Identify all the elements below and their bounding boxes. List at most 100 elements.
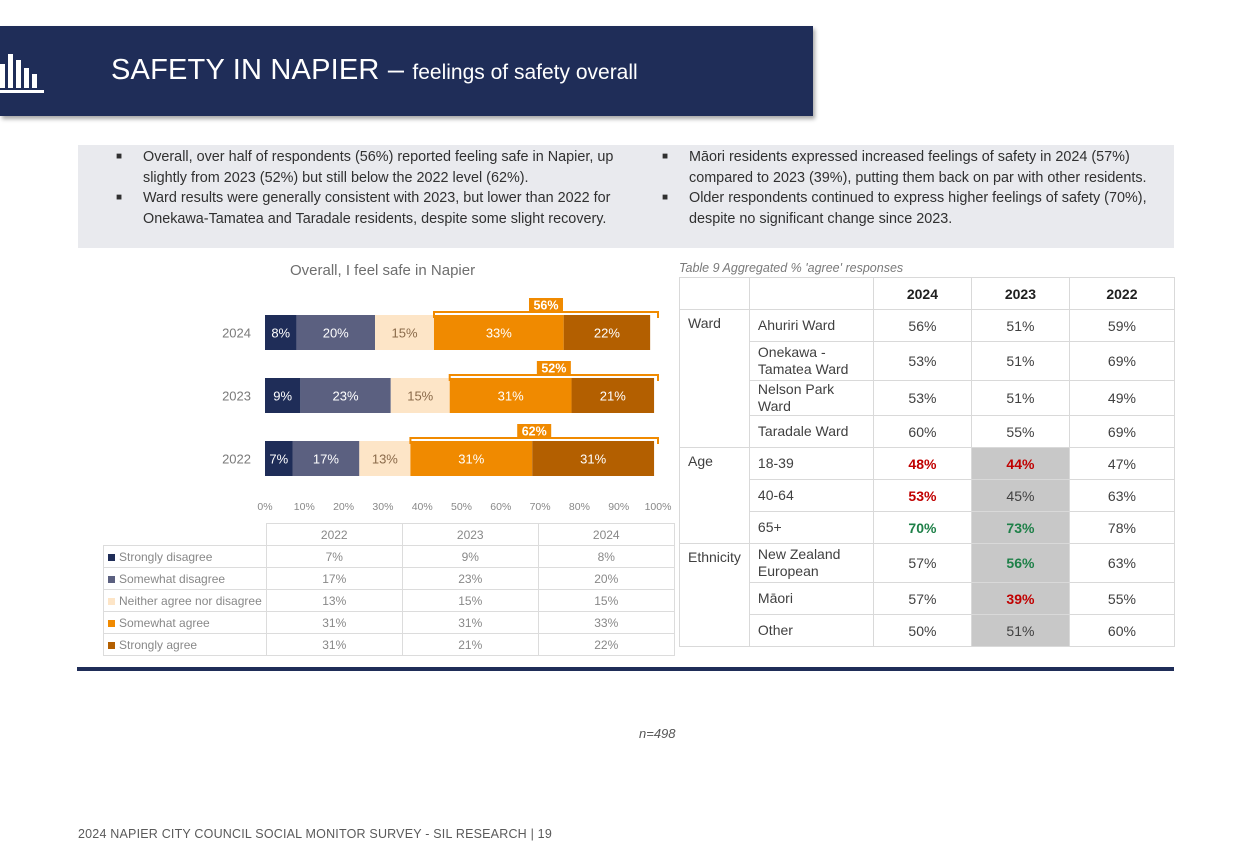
agree-value-cell: 50% <box>872 614 972 647</box>
agree-value: 53% <box>908 487 937 504</box>
agree-value: 69% <box>1107 423 1136 440</box>
table-caption: Table 9 Aggregated % 'agree' responses <box>679 261 904 275</box>
agree-value: 48% <box>908 455 937 472</box>
agree-value-cell: 60% <box>872 415 972 448</box>
agree-value-cell: 56% <box>970 543 1070 583</box>
summary-right: ■ Māori residents expressed increased fee… <box>658 147 1168 229</box>
agree-table-row: Ward Ahuriri Ward 56% 51% 59% <box>679 309 1175 448</box>
bar-value-label: 31% <box>458 452 484 467</box>
agree-value: 47% <box>1107 455 1136 472</box>
agree-table-row: 40-64 53% 45% 63% <box>680 479 1175 512</box>
agree-value: 51% <box>1006 390 1035 406</box>
legend-label: Strongly disagree <box>119 549 213 564</box>
agree-table-year: 2023 <box>970 277 1070 310</box>
agree-total-label: 62% <box>522 425 547 439</box>
x-tick-label: 30% <box>372 501 393 513</box>
data-table-cell: 15% <box>537 589 675 612</box>
bar-segment <box>532 441 655 476</box>
agree-value: 49% <box>1107 390 1136 406</box>
agree-total-label: 56% <box>533 299 558 313</box>
subgroup-label: Ahuriri Ward <box>748 309 874 342</box>
bullet-mark: ■ <box>662 151 669 162</box>
group-label: Age <box>679 447 750 544</box>
data-table-row: Somewhat agree 31% 31% 33% <box>103 611 675 634</box>
data-table-row: Strongly agree 31% 21% 22% <box>103 633 675 656</box>
x-tick-label: 100% <box>645 501 672 513</box>
agree-total-box <box>536 361 571 375</box>
group-label: Ward <box>679 309 750 448</box>
summary-text: Ward results were generally consistent w… <box>143 190 611 227</box>
bar-segment <box>296 315 376 350</box>
agree-table-row: 65+ 70% 73% 78% <box>680 511 1175 544</box>
agree-value-cell: 59% <box>1068 309 1175 342</box>
summary-bullet: ■ Ward results were generally consistent … <box>112 188 652 229</box>
agree-table: 2024 2023 2022 Ward Ahuriri Ward 56% 51% 59%… <box>679 277 1175 647</box>
x-tick-label: 20% <box>333 501 354 513</box>
data-table-row: Strongly disagree 7% 9% 8% <box>103 545 675 568</box>
bar-segment <box>571 378 655 413</box>
legend-swatch <box>108 619 115 627</box>
x-tick-label: 70% <box>530 501 551 513</box>
data-table-cell: 13% <box>265 589 403 612</box>
summary-text: Overall, over half of respondents (56%) … <box>143 149 614 186</box>
bar-segment <box>265 315 297 350</box>
summary-text: Māori residents expressed increased feel… <box>689 149 1147 186</box>
agree-value-cell: 47% <box>1068 447 1175 480</box>
bar-value-label: 33% <box>486 326 512 341</box>
title-main: SAFETY IN NAPIER <box>111 54 380 86</box>
legend-label: Somewhat disagree <box>119 571 226 586</box>
x-tick-label: 90% <box>608 501 629 513</box>
agree-value: 53% <box>908 390 937 406</box>
data-table-cell: 7% <box>265 545 403 568</box>
agree-value: 55% <box>1107 590 1136 607</box>
agree-table-corner <box>748 277 874 310</box>
agree-value: 57% <box>908 555 937 571</box>
agree-value-cell: 69% <box>1068 415 1175 448</box>
agree-value: 63% <box>1107 555 1136 571</box>
summary-text: Older respondents continued to express h… <box>689 190 1147 227</box>
agree-value-cell: 51% <box>970 614 1070 647</box>
data-table-cell: 22% <box>537 633 675 656</box>
chart-title: Overall, I feel safe in Napier <box>290 262 476 279</box>
data-table-year: 2023 <box>401 523 539 546</box>
bar-value-label: 13% <box>372 452 398 467</box>
x-tick-label: 10% <box>294 501 315 513</box>
summary-left: ■ Overall, over half of respondents (56%)… <box>112 147 652 229</box>
subgroup-label: Onekawa - Tamatea Ward <box>748 341 874 381</box>
bar-segment <box>410 441 533 476</box>
agree-total-box <box>528 298 563 312</box>
data-table-year: 2024 <box>537 523 675 546</box>
legend-swatch <box>108 575 115 583</box>
agree-value: 56% <box>1006 555 1035 571</box>
bar-segment <box>265 378 301 413</box>
bar-segment <box>375 315 434 350</box>
data-table-cell: 8% <box>537 545 675 568</box>
agree-value: 60% <box>908 423 937 440</box>
data-table-cell: 23% <box>401 567 539 590</box>
data-table-header: 2022 2023 2024 <box>103 523 675 546</box>
agree-value: 51% <box>1006 622 1035 639</box>
agree-value-cell: 55% <box>1068 582 1175 615</box>
agree-table-row: Age 18-39 48% 44% 47% <box>679 447 1175 544</box>
bar-segment <box>265 441 293 476</box>
agree-value-cell: 53% <box>872 380 972 416</box>
bar-value-label: 17% <box>313 452 339 467</box>
chart-data-table: 2022 2023 2024 Strongly disagree 7% 9% 8% So… <box>103 523 675 656</box>
data-table-row: Neither agree nor disagree 13% 15% 15% <box>103 589 675 612</box>
agree-value-cell: 53% <box>872 341 972 381</box>
subgroup-label: 18-39 <box>748 447 874 480</box>
agree-value-cell: 56% <box>872 309 972 342</box>
agree-table-row: Other 50% 51% 60% <box>680 614 1175 647</box>
x-tick-label: 80% <box>569 501 590 513</box>
legend-entry: Strongly agree <box>103 633 267 656</box>
data-table-cell: 33% <box>537 611 675 634</box>
agree-value-cell: 70% <box>872 511 972 544</box>
agree-table-row: Onekawa - Tamatea Ward 53% 51% 69% <box>680 341 1175 381</box>
x-tick-label: 40% <box>412 501 433 513</box>
header-banner: SAFETY IN NAPIER – feelings of safety ov… <box>0 26 813 116</box>
summary-bullet: ■ Māori residents expressed increased fee… <box>658 147 1168 188</box>
agree-value-cell: 55% <box>970 415 1070 448</box>
bar-segment <box>292 441 360 476</box>
bar-value-label: 31% <box>498 389 524 404</box>
agree-value: 50% <box>908 622 937 639</box>
